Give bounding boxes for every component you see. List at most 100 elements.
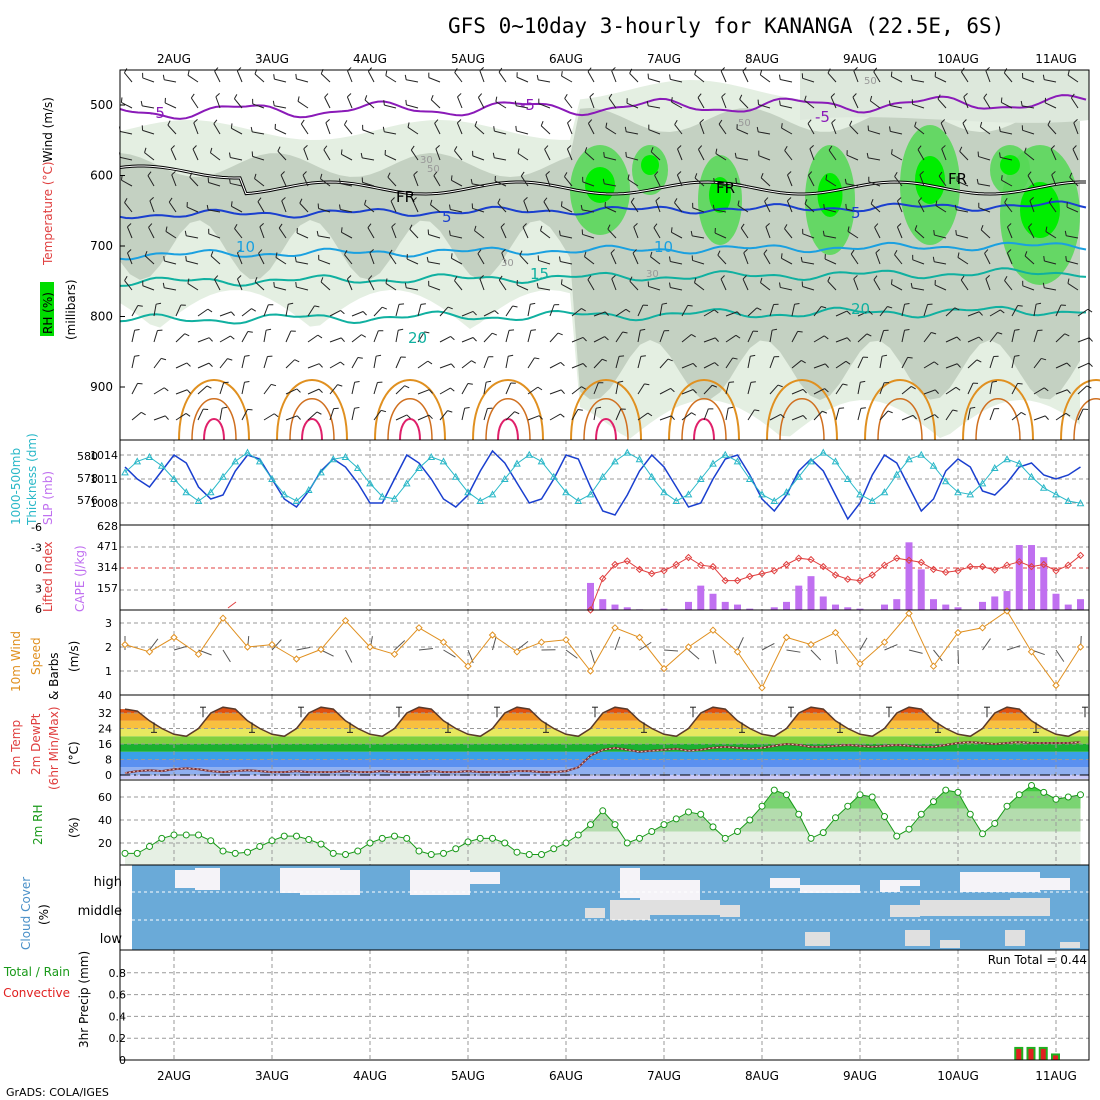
wind-barb-flag — [887, 410, 893, 414]
wind-barb-flag — [860, 407, 866, 409]
wind-barb — [516, 105, 529, 109]
wind-barb — [1050, 148, 1057, 161]
wind-barb — [813, 306, 822, 317]
wind10-marker — [121, 640, 129, 649]
wind-barb — [387, 176, 397, 187]
wind-barb-flag — [713, 178, 715, 184]
wind-barb — [320, 73, 331, 83]
wind-barb — [978, 207, 991, 213]
wind-barb — [494, 180, 507, 187]
wind-barb — [164, 102, 177, 109]
li-marker — [721, 576, 729, 585]
wind-barb — [875, 252, 881, 265]
wind-barb — [674, 124, 683, 135]
wind-barb-flag — [519, 250, 523, 256]
thickness-marker — [758, 490, 766, 498]
wind-barb-flag — [427, 360, 433, 365]
wind-barb — [175, 333, 186, 343]
wind-barb — [648, 129, 661, 135]
wind-barb-flag — [842, 383, 848, 386]
label-thickness-a: 1000-500mb — [9, 448, 23, 525]
wind-barb-flag — [894, 171, 898, 177]
thickness-marker — [647, 472, 656, 480]
wind10-marker — [611, 624, 619, 632]
wind-barb — [659, 358, 669, 369]
wind-barb — [450, 208, 463, 213]
wind-barb — [175, 304, 182, 317]
wind-barb-flag — [560, 362, 565, 367]
wind-barb — [461, 383, 469, 395]
wind-barb — [457, 96, 463, 109]
warm-contour-inner — [681, 398, 727, 441]
wind-barb-flag — [1071, 93, 1075, 99]
low-cloud-patch — [1005, 930, 1025, 946]
rh2m-marker — [403, 834, 411, 842]
wind-barb-flag — [935, 200, 938, 206]
wind-barb — [254, 73, 265, 83]
wind-barb — [894, 254, 903, 265]
wind-barb — [390, 200, 397, 213]
wind-barb-flag — [604, 336, 609, 341]
li-marker — [954, 567, 962, 575]
wind-barb-flag — [229, 178, 231, 184]
wind-barb-flag — [655, 197, 660, 202]
wind-barb-flag — [347, 275, 352, 280]
wind-barb — [692, 259, 705, 265]
wind-barb — [131, 330, 136, 343]
wind-barb-flag — [735, 334, 741, 339]
wind-barb-flag — [303, 145, 308, 150]
wind-barb-flag — [697, 93, 702, 98]
wind-barb — [830, 96, 837, 109]
rh2m-marker — [121, 849, 129, 857]
wind-barb — [676, 174, 683, 187]
wind-barb-flag — [206, 204, 209, 210]
cape-bar — [893, 599, 901, 610]
thickness-marker — [807, 457, 815, 465]
wind-barb-flag — [560, 279, 563, 285]
wind10-barb — [271, 639, 282, 651]
wind-barb — [857, 333, 868, 343]
label-temperature: Temperature (°C) — [41, 161, 55, 266]
wind-barb — [615, 408, 622, 421]
wind-barb — [501, 252, 507, 265]
wind-barb — [303, 148, 309, 161]
wind-barb — [560, 234, 573, 239]
wind-barb — [918, 201, 925, 213]
wind-barb-flag — [934, 414, 939, 419]
rh2m-marker — [954, 788, 962, 796]
wind-barb — [1055, 362, 1068, 369]
wind-barb-flag — [718, 119, 723, 125]
wind-barb — [587, 279, 595, 291]
wind-barb-flag — [277, 146, 281, 152]
wind-barb — [1011, 330, 1016, 343]
wind-barb-flag — [750, 354, 756, 357]
wind-barb-flag — [209, 147, 213, 153]
wind-barb-flag — [582, 363, 587, 368]
wind-barb — [670, 78, 683, 83]
wind-barb-flag — [254, 277, 258, 283]
wind-barb — [692, 207, 705, 213]
date-label-bottom: 9AUG — [843, 1069, 877, 1083]
wind-barb-flag — [1028, 223, 1033, 228]
li-marker — [991, 566, 999, 574]
wind-barb — [983, 97, 991, 109]
rh2m-marker — [721, 834, 729, 842]
wind-barb — [296, 286, 309, 291]
wind-barb — [923, 414, 935, 421]
wind-barb — [978, 156, 991, 161]
warm-contour-inner — [877, 398, 923, 441]
wind-barb-flag — [804, 199, 808, 205]
wind-barb — [307, 334, 319, 343]
wind-barb — [831, 122, 837, 135]
rh-core-blob — [1020, 182, 1060, 238]
wind-barb-flag — [428, 389, 433, 394]
wind-barb-flag — [213, 119, 218, 125]
wind-barb-flag — [450, 336, 455, 341]
wind-barb-flag — [514, 100, 517, 106]
wind-barb — [824, 208, 837, 213]
rh2m-marker — [415, 847, 423, 855]
thickness-marker — [598, 472, 607, 480]
wind-barb — [714, 182, 727, 187]
thickness-marker — [586, 490, 595, 498]
wind-barb-flag — [933, 230, 935, 236]
